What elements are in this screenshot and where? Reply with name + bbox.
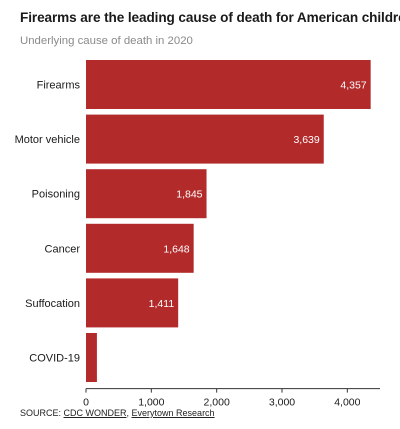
source-note: SOURCE: CDC WONDER, Everytown Research	[20, 408, 215, 418]
bar-motor-vehicle	[86, 114, 324, 164]
bar-poisoning	[86, 169, 207, 219]
data-label: 4,357	[340, 80, 366, 92]
data-label: 1,648	[163, 243, 189, 255]
bar-firearms	[86, 60, 371, 109]
source-link-cdc-wonder[interactable]: CDC WONDER	[63, 408, 127, 418]
bar-cancer	[86, 223, 194, 273]
source-separator: ,	[126, 408, 132, 418]
category-label: COVID-19	[29, 353, 80, 365]
category-label: Motor vehicle	[15, 134, 80, 146]
x-tick-label: 2,000	[204, 397, 230, 409]
category-label: Cancer	[45, 243, 81, 255]
category-label: Poisoning	[32, 189, 80, 201]
category-label: Firearms	[37, 80, 81, 92]
bar-covid-19	[86, 333, 97, 382]
x-tick-label: 4,000	[334, 397, 360, 409]
chart-title: Firearms are the leading cause of death …	[20, 10, 400, 25]
source-prefix: SOURCE:	[20, 408, 64, 418]
x-tick-label: 1,000	[138, 397, 164, 409]
x-tick-label: 0	[83, 397, 89, 409]
category-label: Suffocation	[25, 298, 80, 310]
data-label: 1,845	[176, 189, 202, 201]
source-link-everytown[interactable]: Everytown Research	[131, 408, 215, 418]
data-label: 1,411	[149, 298, 175, 310]
bar-suffocation	[86, 278, 179, 328]
data-label: 3,639	[293, 134, 319, 146]
chart-subtitle: Underlying cause of death in 2020	[20, 35, 193, 47]
x-tick-label: 3,000	[269, 397, 295, 409]
